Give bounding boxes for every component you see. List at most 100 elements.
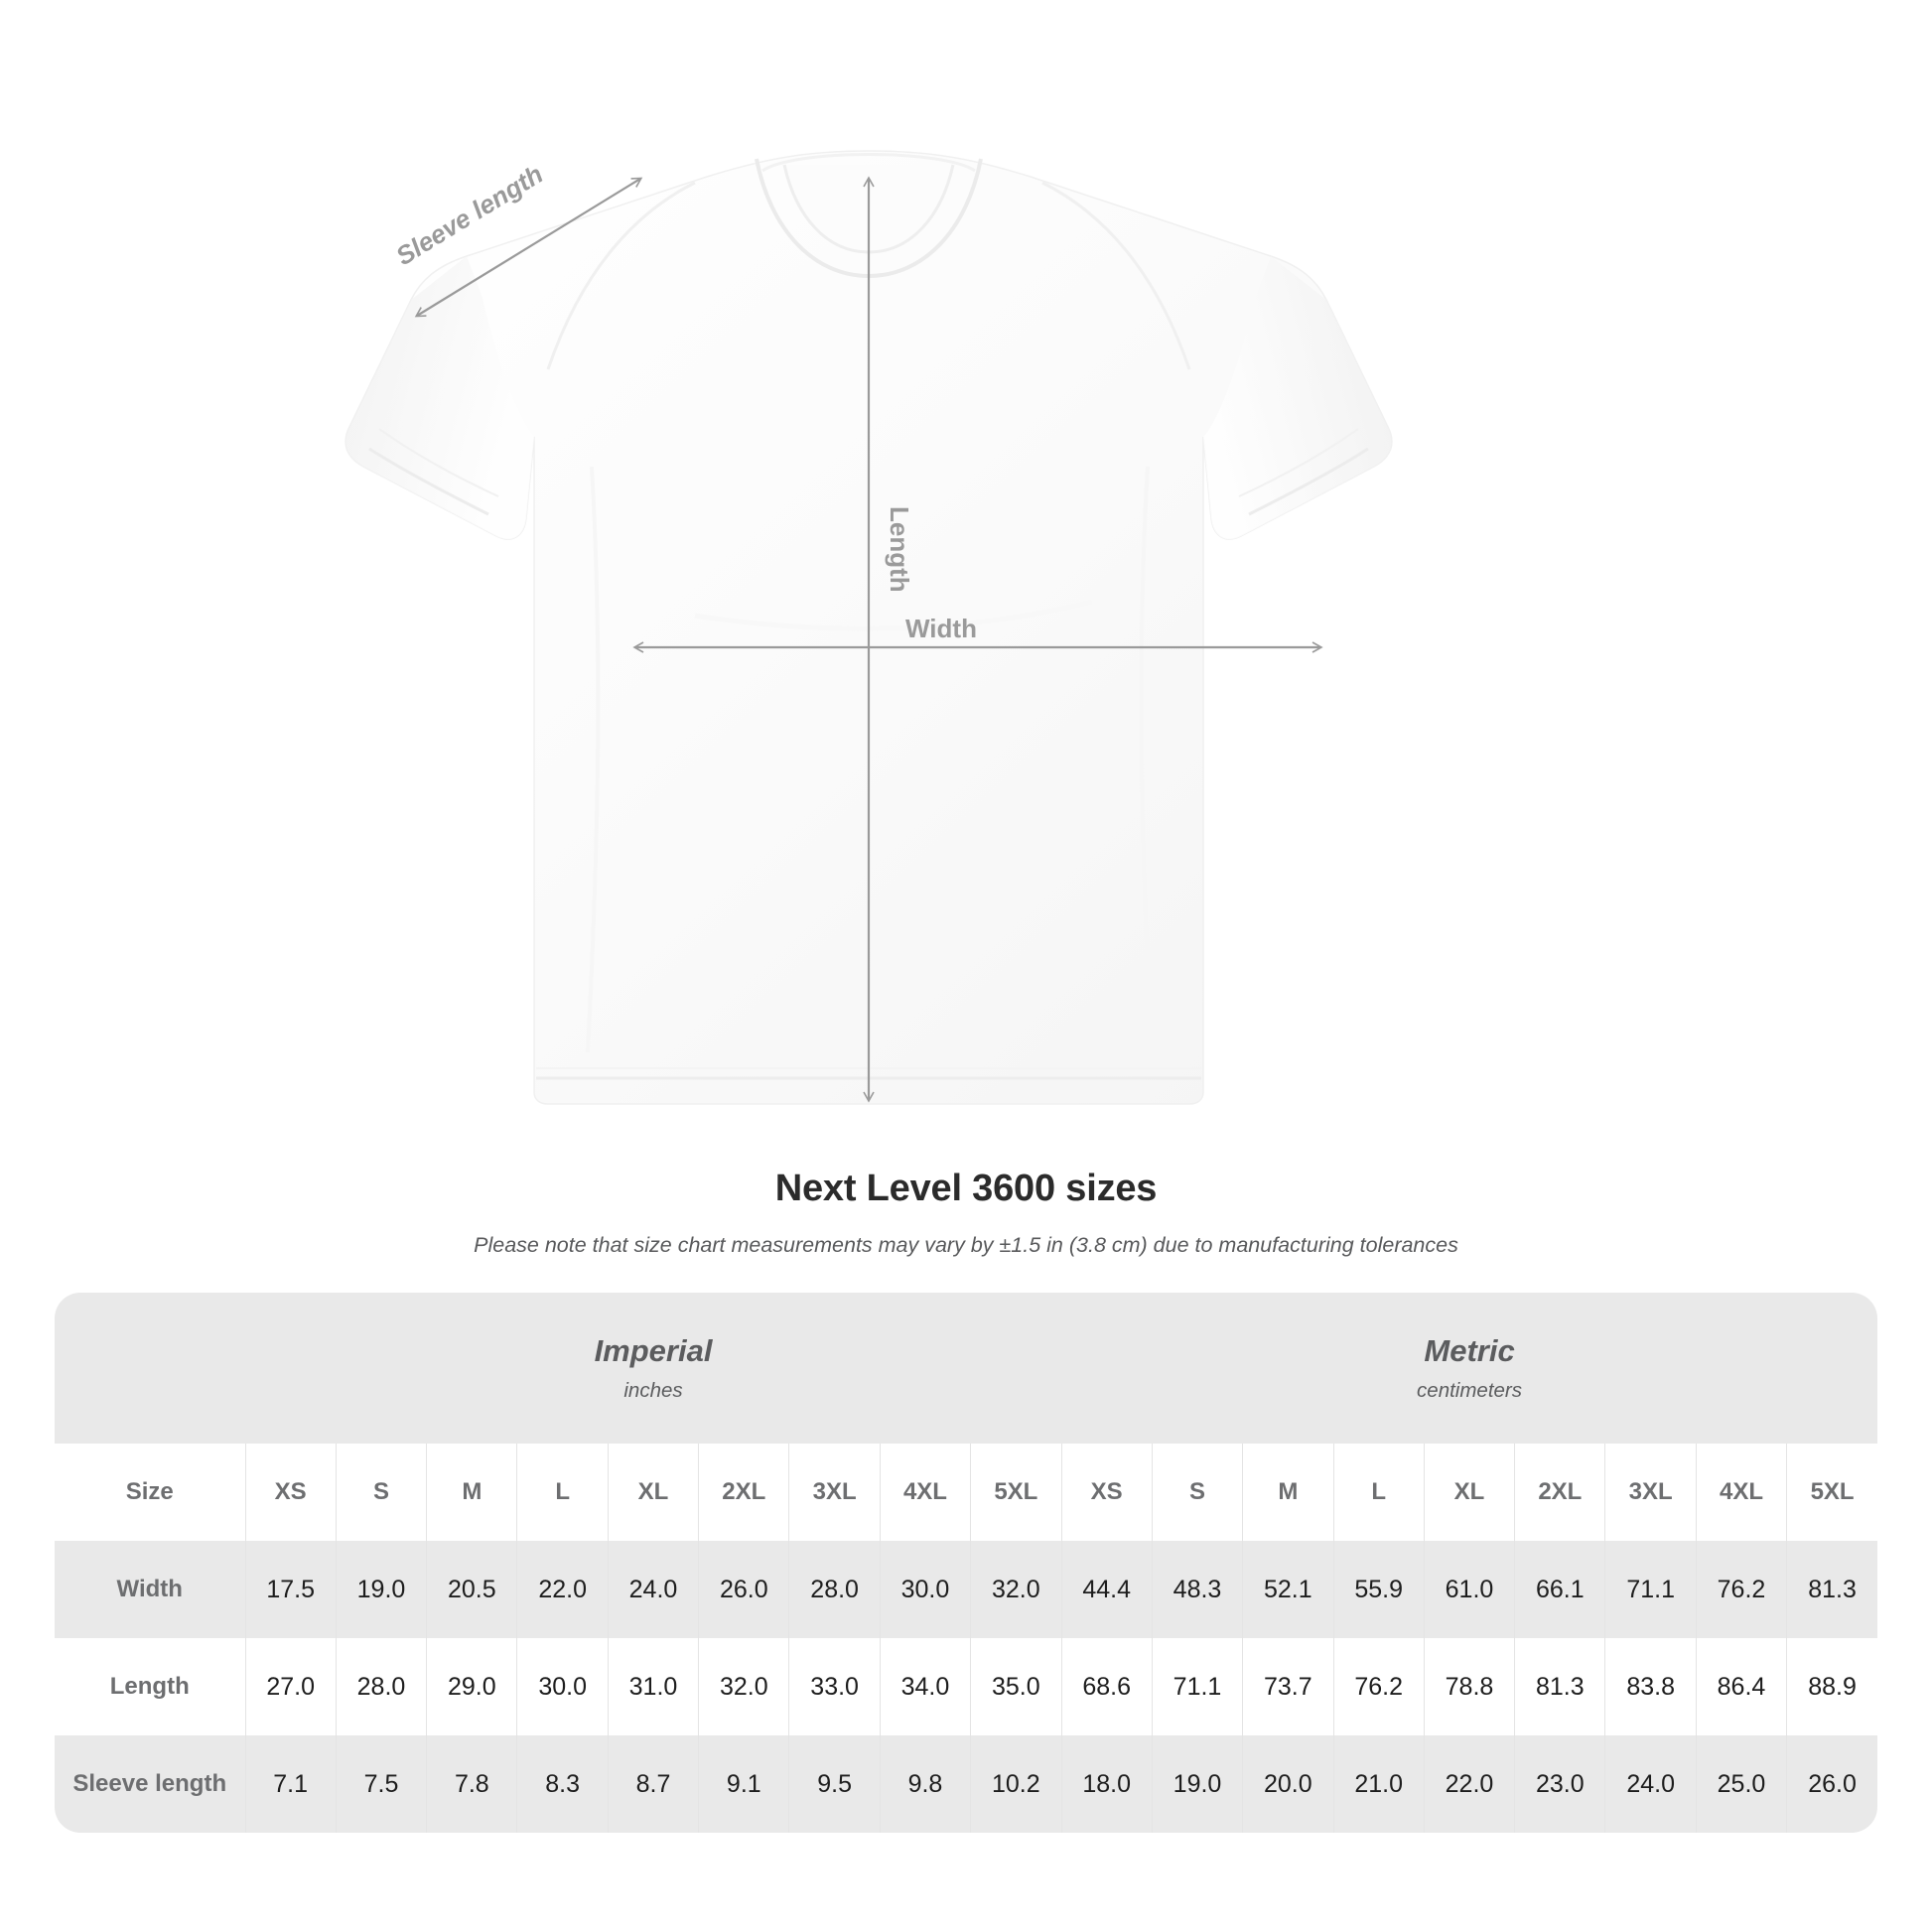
size-header-cell: 3XL	[1604, 1444, 1697, 1541]
measurement-cell: 48.3	[1151, 1541, 1243, 1638]
measurement-cell: 83.8	[1604, 1638, 1697, 1735]
unit-header-row: Imperial inches Metric centimeters	[55, 1293, 1878, 1444]
imperial-name: Imperial	[594, 1333, 713, 1369]
measurement-cell: 88.9	[1786, 1638, 1878, 1735]
size-header-cell: M	[426, 1444, 517, 1541]
unit-blank-cell	[55, 1293, 245, 1444]
measurement-cell: 23.0	[1514, 1735, 1605, 1833]
measurement-cell: 78.8	[1423, 1638, 1515, 1735]
size-header-cell: M	[1242, 1444, 1333, 1541]
garment-illustration: Sleeve length Length Width	[345, 150, 1393, 1105]
measurement-cell: 21.0	[1332, 1735, 1425, 1833]
measurement-cell: 24.0	[1604, 1735, 1697, 1833]
measurement-cell: 20.5	[426, 1541, 517, 1638]
size-header-cell: 3XL	[788, 1444, 881, 1541]
measurement-cell: 24.0	[607, 1541, 699, 1638]
measurement-cell: 66.1	[1514, 1541, 1605, 1638]
measurement-cell: 26.0	[698, 1541, 789, 1638]
size-header-cell: XS	[244, 1444, 337, 1541]
row-label: Sleeve length	[55, 1735, 245, 1833]
measurement-cell: 76.2	[1695, 1541, 1787, 1638]
measurement-cell: 61.0	[1423, 1541, 1515, 1638]
measurement-cell: 81.3	[1786, 1541, 1878, 1638]
table-row: Length 27.0 28.0 29.0 30.0 31.0 32.0 33.0 34.0 35…	[55, 1638, 1878, 1735]
measurement-cell: 44.4	[1060, 1541, 1153, 1638]
measurement-cell: 8.7	[607, 1735, 699, 1833]
length-dimension: Length	[863, 176, 914, 1103]
measurement-cell: 25.0	[1695, 1735, 1787, 1833]
measurement-cell: 30.0	[516, 1638, 609, 1735]
measurement-cell: 7.1	[244, 1735, 337, 1833]
size-header-cell: XL	[607, 1444, 699, 1541]
tolerance-note: Please note that size chart measurements…	[474, 1232, 1458, 1257]
measurement-cell: 26.0	[1786, 1735, 1878, 1833]
measurement-cell: 32.0	[698, 1638, 789, 1735]
measurement-cell: 22.0	[1423, 1735, 1515, 1833]
measurement-cell: 81.3	[1514, 1638, 1605, 1735]
size-header-cell: 2XL	[1514, 1444, 1605, 1541]
measurement-cell: 68.6	[1060, 1638, 1153, 1735]
measurement-cell: 22.0	[516, 1541, 609, 1638]
size-header-cell: 4XL	[1695, 1444, 1787, 1541]
table-row: Width 17.5 19.0 20.5 22.0 24.0 26.0 28.0 30.0 32.…	[55, 1541, 1878, 1638]
width-dimension: Width	[632, 614, 1323, 653]
measurement-cell: 71.1	[1604, 1541, 1697, 1638]
measurement-cell: 19.0	[1151, 1735, 1243, 1833]
measurement-cell: 10.2	[970, 1735, 1062, 1833]
measurement-cell: 28.0	[335, 1638, 427, 1735]
size-header-cell: S	[335, 1444, 427, 1541]
size-header-cell: L	[516, 1444, 609, 1541]
unit-header-imperial: Imperial inches	[245, 1293, 1062, 1444]
size-header-cell: L	[1332, 1444, 1425, 1541]
tshirt-diagram: Sleeve length Length Width	[345, 150, 1393, 1105]
metric-sub: centimeters	[1417, 1379, 1523, 1403]
length-label: Length	[885, 506, 914, 593]
imperial-sub: inches	[623, 1379, 683, 1403]
size-header-cell: 5XL	[1786, 1444, 1878, 1541]
size-header-cell: XL	[1423, 1444, 1515, 1541]
size-table-wrapper: Imperial inches Metric centimeters Size …	[55, 1293, 1878, 1833]
title-block: Next Level 3600 sizes Please note that s…	[0, 1167, 1932, 1260]
size-header-row: Size XS S M L XL 2XL 3XL 4XL 5XL XS S M L XL 2XL 3XL 4XL…	[55, 1444, 1878, 1541]
size-table: Imperial inches Metric centimeters Size …	[55, 1293, 1878, 1833]
table-body: Width 17.5 19.0 20.5 22.0 24.0 26.0 28.0 30.0 32.…	[55, 1541, 1878, 1833]
measurement-cell: 9.1	[698, 1735, 789, 1833]
measurement-cell: 7.8	[426, 1735, 517, 1833]
measurement-cell: 35.0	[970, 1638, 1062, 1735]
width-label: Width	[905, 614, 977, 643]
measurement-cell: 7.5	[335, 1735, 427, 1833]
measurement-cell: 55.9	[1332, 1541, 1425, 1638]
size-header-cell: 4XL	[879, 1444, 971, 1541]
measurement-cell: 17.5	[244, 1541, 337, 1638]
measurement-cell: 30.0	[879, 1541, 971, 1638]
measurement-cell: 27.0	[244, 1638, 337, 1735]
measurement-cell: 9.5	[788, 1735, 881, 1833]
measurement-cell: 18.0	[1060, 1735, 1153, 1833]
size-header-cell: XS	[1060, 1444, 1153, 1541]
measurement-cell: 86.4	[1695, 1638, 1787, 1735]
measurement-cell: 29.0	[426, 1638, 517, 1735]
measurement-cell: 8.3	[516, 1735, 609, 1833]
measurement-cell: 52.1	[1242, 1541, 1333, 1638]
measurement-cell: 71.1	[1151, 1638, 1243, 1735]
page-title: Next Level 3600 sizes	[774, 1168, 1158, 1209]
measurement-cell: 9.8	[879, 1735, 971, 1833]
table-row: Sleeve length 7.1 7.5 7.8 8.3 8.7 9.1 9.5 9.8 10.…	[55, 1735, 1878, 1833]
row-label: Width	[55, 1541, 245, 1638]
row-label: Length	[55, 1638, 245, 1735]
measurement-cell: 28.0	[788, 1541, 881, 1638]
measurement-cell: 34.0	[879, 1638, 971, 1735]
size-header-cell: 5XL	[970, 1444, 1062, 1541]
measurement-cell: 32.0	[970, 1541, 1062, 1638]
size-header-cell: S	[1151, 1444, 1243, 1541]
measurement-cell: 73.7	[1242, 1638, 1333, 1735]
metric-name: Metric	[1424, 1333, 1515, 1369]
unit-header-metric: Metric centimeters	[1061, 1293, 1878, 1444]
measurement-cell: 20.0	[1242, 1735, 1333, 1833]
measurement-cell: 33.0	[788, 1638, 881, 1735]
size-header-cell: 2XL	[698, 1444, 789, 1541]
measurement-cell: 31.0	[607, 1638, 699, 1735]
size-header-label: Size	[55, 1444, 245, 1541]
measurement-cell: 19.0	[335, 1541, 427, 1638]
